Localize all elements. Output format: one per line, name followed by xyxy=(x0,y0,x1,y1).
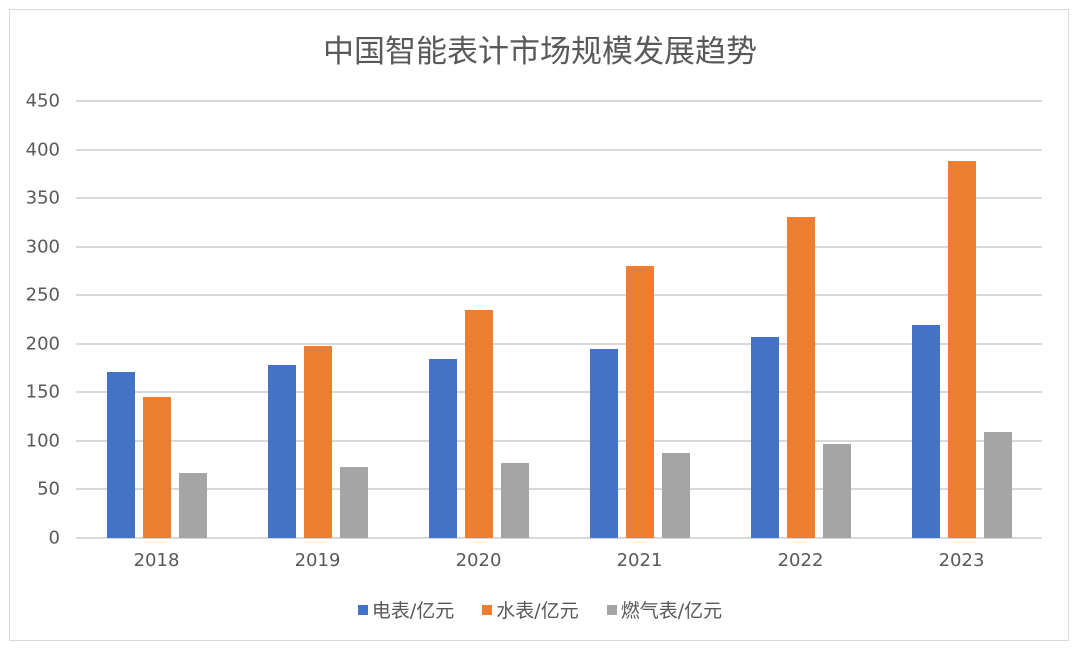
legend-swatch-icon xyxy=(606,604,617,615)
gridline xyxy=(76,488,1042,491)
bar-2022-0 xyxy=(750,336,779,538)
gridline xyxy=(76,537,1042,539)
y-tick-label: 300 xyxy=(25,236,60,258)
y-tick-label: 50 xyxy=(37,478,60,500)
y-tick-label: 100 xyxy=(25,430,60,452)
x-tick-label: 2020 xyxy=(455,550,502,571)
gridline xyxy=(76,245,1042,248)
gridline xyxy=(76,100,1042,102)
bar-2020-0 xyxy=(428,359,457,538)
bar-2023-0 xyxy=(911,325,940,538)
legend-swatch-icon xyxy=(482,604,493,615)
gridline xyxy=(76,391,1042,394)
y-tick-label: 250 xyxy=(25,284,60,306)
chart-title: 中国智能表计市场规模发展趋势 xyxy=(323,34,757,70)
bar-2020-2 xyxy=(500,463,529,538)
bar-2023-2 xyxy=(983,432,1012,538)
gridline xyxy=(76,197,1042,200)
legend-label: 电表/亿元 xyxy=(371,600,455,622)
bar-2019-0 xyxy=(267,365,296,538)
bar-2021-2 xyxy=(661,452,690,538)
y-tick-label: 0 xyxy=(48,527,60,549)
y-tick-label: 150 xyxy=(25,381,60,403)
gridline xyxy=(76,439,1042,442)
x-tick-label: 2021 xyxy=(616,550,663,571)
bar-2018-2 xyxy=(178,472,207,538)
x-tick-label: 2023 xyxy=(938,550,985,571)
y-tick-label: 450 xyxy=(25,90,60,112)
legend-swatch-icon xyxy=(357,604,368,615)
y-tick-label: 200 xyxy=(25,333,60,355)
bar-2023-1 xyxy=(947,161,976,538)
gridline xyxy=(76,148,1042,151)
legend-item: 燃气表/亿元 xyxy=(606,596,723,623)
gridline xyxy=(76,342,1042,345)
x-tick-label: 2019 xyxy=(294,550,341,571)
y-tick-label: 400 xyxy=(25,139,60,161)
x-tick-label: 2022 xyxy=(777,550,824,571)
legend-label: 燃气表/亿元 xyxy=(620,600,723,622)
bar-2020-1 xyxy=(464,309,493,538)
plot-area xyxy=(76,100,1042,539)
bar-2019-2 xyxy=(339,467,368,538)
bar-2018-0 xyxy=(106,371,135,538)
bar-2022-1 xyxy=(786,216,815,538)
x-tick-label: 2018 xyxy=(133,550,180,571)
legend-label: 水表/亿元 xyxy=(496,600,579,622)
legend: 电表/亿元 水表/亿元 燃气表/亿元 xyxy=(0,596,1080,623)
bar-2019-1 xyxy=(303,345,332,538)
y-tick-label: 350 xyxy=(25,187,60,209)
bar-2022-2 xyxy=(822,443,851,538)
bar-2018-1 xyxy=(142,397,171,538)
legend-item: 水表/亿元 xyxy=(482,596,579,623)
bar-2021-1 xyxy=(625,266,654,538)
bar-2021-0 xyxy=(589,348,618,538)
gridline xyxy=(76,294,1042,297)
legend-item: 电表/亿元 xyxy=(357,596,455,623)
